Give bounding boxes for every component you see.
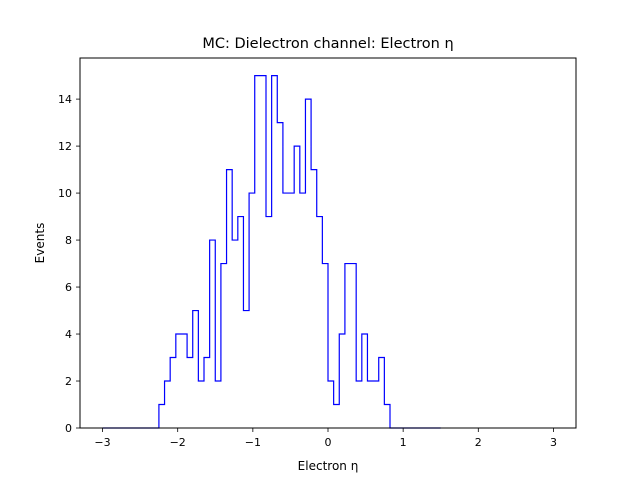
y-tick-label: 12: [58, 140, 72, 153]
y-tick-label: 2: [65, 375, 72, 388]
x-tick-label: 0: [325, 436, 332, 449]
y-tick-label: 8: [65, 234, 72, 247]
y-tick-label: 14: [58, 93, 72, 106]
x-tick-label: 2: [475, 436, 482, 449]
x-tick-label: −1: [245, 436, 261, 449]
y-tick-label: 0: [65, 422, 72, 435]
x-tick-label: −2: [170, 436, 186, 449]
x-axis-label: Electron η: [298, 459, 359, 473]
y-axis-label: Events: [33, 223, 47, 264]
x-axis-ticks: −3 −2 −1 0 1 2 3: [94, 428, 557, 449]
y-tick-label: 4: [65, 328, 72, 341]
y-tick-label: 10: [58, 187, 72, 200]
plot-area: [102, 75, 441, 429]
y-axis-ticks: 0 2 4 6 8 10 12 14: [58, 93, 80, 435]
y-tick-label: 6: [65, 281, 72, 294]
x-tick-label: 3: [550, 436, 557, 449]
plot-frame: [79, 57, 577, 429]
x-tick-label: −3: [94, 436, 110, 449]
histogram-series: [102, 75, 441, 429]
chart-title: MC: Dielectron channel: Electron η: [202, 36, 453, 52]
x-tick-label: 1: [400, 436, 407, 449]
